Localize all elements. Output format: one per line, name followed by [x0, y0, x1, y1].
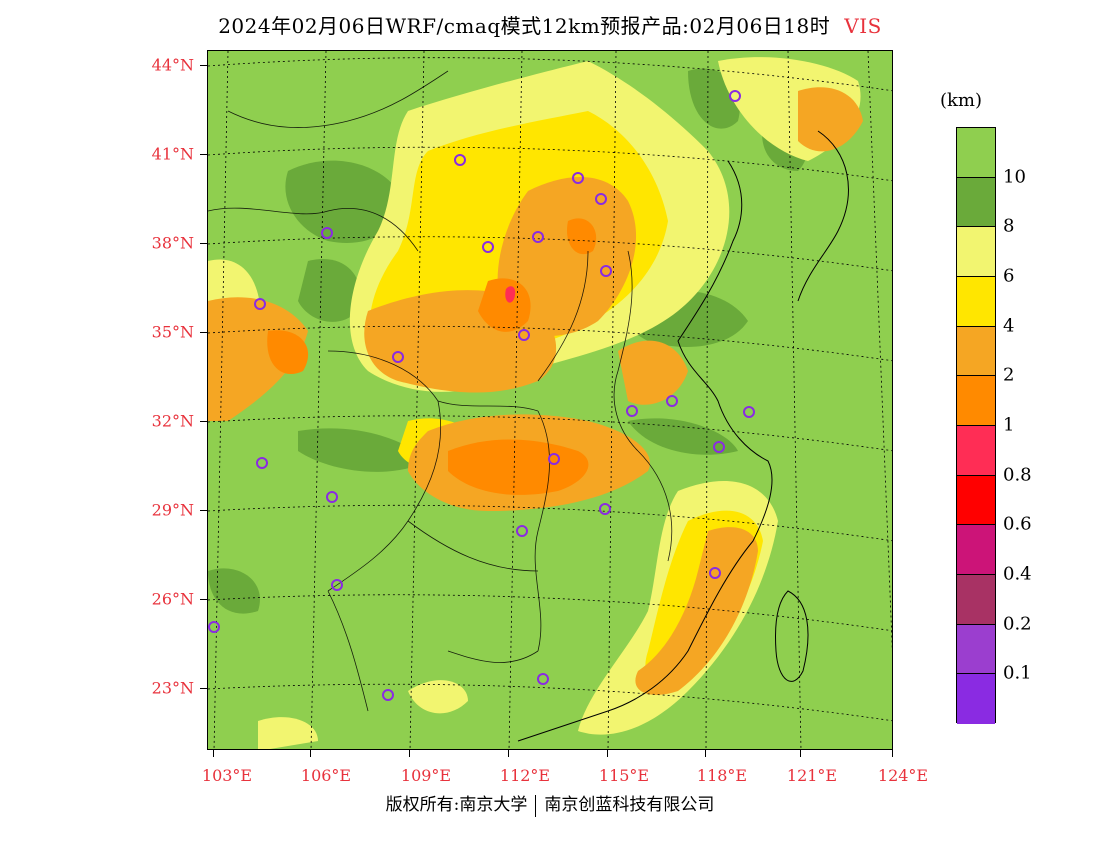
lat-label-38: 38°N — [151, 233, 194, 253]
lon-label-109: 109°E — [400, 766, 452, 785]
copyright-footer: 版权所有:南京大学 南京创蓝科技有限公司 — [0, 790, 1100, 817]
colorbar-label: 8 — [1003, 215, 1015, 237]
lat-label-26: 26°N — [151, 589, 194, 609]
colorbar-segment — [957, 276, 995, 327]
colorbar-segment — [957, 128, 995, 178]
footer-separator — [535, 794, 537, 817]
colorbar-label: 10 — [1003, 166, 1026, 188]
map-canvas — [208, 51, 892, 749]
graticule — [208, 51, 892, 749]
colorbar-segment — [957, 227, 995, 277]
lat-label-23: 23°N — [151, 678, 194, 698]
lon-label-124: 124°E — [877, 766, 929, 785]
colorbar-segment — [957, 425, 995, 476]
lat-label-29: 29°N — [151, 500, 194, 520]
colorbar-segment — [957, 525, 995, 575]
colorbar-segment — [957, 177, 995, 228]
lon-label-121: 121°E — [786, 766, 838, 785]
coastlines — [517, 130, 849, 742]
colorbar-label: 0.2 — [1003, 613, 1032, 635]
colorbar-segment — [957, 326, 995, 377]
lon-label-103: 103°E — [201, 766, 253, 785]
province-boundaries — [208, 70, 673, 712]
lat-label-32: 32°N — [151, 411, 194, 431]
copyright-right: 南京创蓝科技有限公司 — [544, 795, 715, 815]
lat-label-44: 44°N — [151, 55, 194, 75]
colorbar-label: 6 — [1003, 265, 1015, 287]
variable-label: VIS — [844, 14, 882, 38]
colorbar-segment — [957, 376, 995, 426]
lon-label-112: 112°E — [499, 766, 551, 785]
lon-label-106: 106°E — [300, 766, 352, 785]
low-vis-spot — [505, 286, 516, 303]
colorbar — [956, 127, 996, 724]
colorbar-label: 4 — [1003, 315, 1015, 337]
title-text: 2024年02月06日WRF/cmaq模式12km预报产品:02月06日18时 — [218, 14, 831, 38]
unit-label: (km) — [940, 90, 983, 111]
colorbar-label: 0.4 — [1003, 563, 1032, 585]
colorbar-label: 2 — [1003, 364, 1015, 386]
map-title: 2024年02月06日WRF/cmaq模式12km预报产品:02月06日18时 V… — [0, 10, 1100, 39]
city-markers — [208, 90, 755, 701]
lat-label-41: 41°N — [151, 144, 194, 164]
lat-label-35: 35°N — [151, 322, 194, 342]
colorbar-segment — [957, 674, 995, 724]
colorbar-segment — [957, 475, 995, 526]
colorbar-segment — [957, 574, 995, 625]
colorbar-label: 1 — [1003, 414, 1015, 436]
colorbar-segment — [957, 624, 995, 675]
lon-label-118: 118°E — [696, 766, 748, 785]
colorbar-label: 0.6 — [1003, 513, 1032, 535]
visibility-map — [207, 50, 893, 750]
colorbar-label: 0.1 — [1003, 662, 1032, 684]
colorbar-label: 0.8 — [1003, 464, 1032, 486]
lon-label-115: 115°E — [598, 766, 650, 785]
copyright-left: 版权所有:南京大学 — [385, 795, 528, 815]
